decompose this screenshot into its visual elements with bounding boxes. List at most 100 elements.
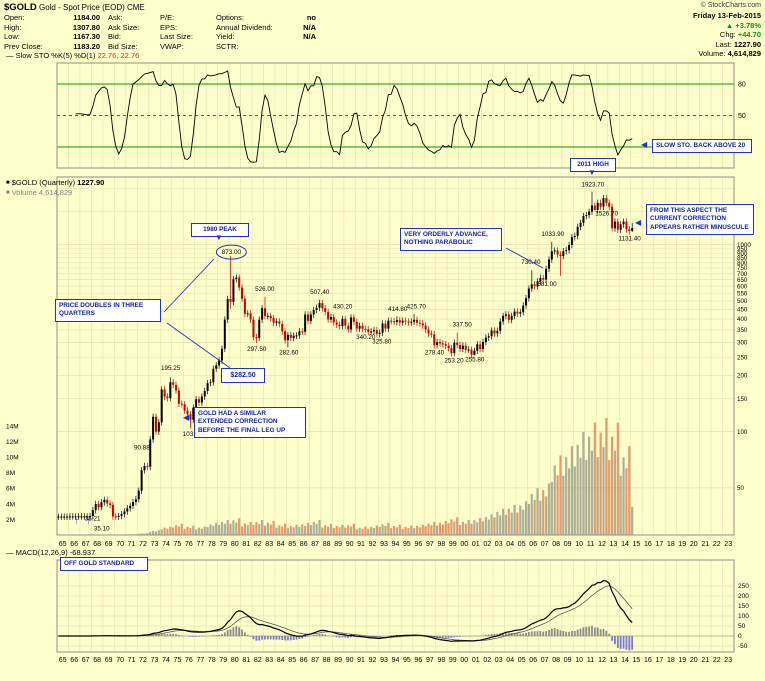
svg-text:16: 16 (644, 541, 652, 548)
quote-row: SCTR: (216, 42, 316, 52)
svg-text:71: 71 (128, 657, 136, 664)
annotation-similar-correction: GOLD HAD A SIMILAR EXTENDED CORRECTION B… (194, 407, 306, 438)
svg-text:01: 01 (472, 541, 480, 548)
svg-text:93: 93 (380, 657, 388, 664)
svg-text:15: 15 (633, 541, 641, 548)
svg-text:71: 71 (128, 541, 136, 548)
candlesticks (57, 191, 634, 520)
bid-size-label: Bid Size: (108, 41, 138, 51)
svg-text:430.20: 430.20 (333, 304, 353, 311)
open-label: Open: (4, 13, 25, 22)
svg-text:88: 88 (323, 657, 331, 664)
macd-legend-value: -68.937 (69, 548, 96, 557)
symbol-description: Gold - Spot Price (EOD) CME (38, 3, 145, 12)
svg-text:82: 82 (254, 541, 262, 548)
yield-value: N/A (303, 32, 316, 41)
svg-text:50: 50 (738, 623, 746, 630)
options-label: Options: (216, 13, 244, 22)
volume-legend-value: 4,614,829 (38, 188, 73, 197)
svg-text:17: 17 (656, 657, 664, 664)
quote-col-ohlc: Open: 1184.00 High: 1307.80 Low: 1167.30 Pr… (4, 13, 100, 51)
macd-legend-label: MACD(12,26,9) (15, 548, 68, 557)
svg-text:79: 79 (219, 541, 227, 548)
eps-label: EPS: (160, 22, 178, 32)
svg-text:90.88: 90.88 (134, 445, 150, 452)
main-legend-value: 1227.90 (77, 178, 105, 187)
svg-text:86: 86 (300, 541, 308, 548)
svg-text:95: 95 (403, 541, 411, 548)
svg-text:01: 01 (472, 657, 480, 664)
last-row: Last: 1227.90 (693, 40, 761, 50)
svg-text:76: 76 (185, 657, 193, 664)
svg-text:337.50: 337.50 (452, 322, 472, 329)
svg-text:98: 98 (438, 657, 446, 664)
svg-text:81: 81 (242, 657, 250, 664)
axis-labels: 8050201000950900850800750700650600550500… (6, 82, 751, 665)
svg-text:03: 03 (495, 657, 503, 664)
svg-text:65: 65 (59, 657, 67, 664)
svg-text:550: 550 (737, 290, 748, 297)
svg-text:14: 14 (621, 657, 629, 664)
svg-text:11: 11 (587, 541, 594, 548)
svg-text:06: 06 (529, 541, 537, 548)
quote-col-fundamentals: P/E: EPS: Last Size: VWAP: (160, 13, 210, 51)
annotation-connector-lines (163, 247, 544, 369)
dividend-value: N/A (303, 22, 316, 32)
svg-text:05: 05 (518, 541, 526, 548)
svg-text:414.80: 414.80 (388, 306, 408, 313)
quote-row: Ask: (108, 13, 156, 23)
svg-text:253.20: 253.20 (444, 358, 464, 365)
stoch-ref-lines (57, 83, 734, 148)
svg-text:00: 00 (460, 541, 468, 548)
options-value: no (306, 13, 316, 22)
svg-text:80: 80 (231, 657, 239, 664)
svg-text:12: 12 (598, 541, 606, 548)
quote-row: Bid: (108, 32, 156, 42)
svg-text:150: 150 (737, 396, 748, 403)
prev-close-value: 1183.20 (73, 41, 100, 51)
stoch-legend-values: 22.76, 22.76 (97, 51, 140, 60)
chart-title: $GOLD Gold - Spot Price (EOD) CME (4, 2, 145, 13)
svg-text:19: 19 (678, 657, 686, 664)
annotation-orderly-advance: VERY ORDERLY ADVANCE, NOTHING PARABOLIC (400, 228, 502, 251)
svg-text:68: 68 (93, 541, 101, 548)
svg-text:730.40: 730.40 (521, 259, 541, 266)
svg-text:97: 97 (426, 541, 434, 548)
quote-row: Annual Dividend: N/A (216, 23, 316, 33)
svg-text:85: 85 (288, 541, 296, 548)
quote-col-options: Options: no Annual Dividend: N/A Yield: N/A… (216, 13, 316, 51)
quote-row: P/E: (160, 13, 210, 23)
svg-text:450: 450 (737, 307, 748, 314)
svg-text:91: 91 (357, 541, 365, 548)
svg-text:700: 700 (737, 271, 748, 278)
last-value: 1227.90 (733, 39, 761, 49)
high-value: 1307.80 (72, 22, 100, 32)
svg-text:14M: 14M (6, 423, 19, 430)
quote-row: Prev Close: 1183.20 (4, 42, 100, 52)
svg-text:03: 03 (495, 541, 503, 548)
svg-text:76: 76 (185, 541, 193, 548)
svg-text:22: 22 (713, 657, 721, 664)
svg-text:87: 87 (311, 541, 319, 548)
svg-text:35.21: 35.21 (85, 515, 101, 522)
svg-text:425.70: 425.70 (407, 304, 427, 311)
svg-text:1131.40: 1131.40 (618, 235, 641, 242)
macd-legend: — MACD(12,26,9) -68.937 (6, 548, 95, 557)
annotation-1980-peak: 1980 PEAK (191, 223, 249, 238)
last-size-label: Last Size: (160, 32, 193, 41)
arrow-up-icon: ↑ (86, 516, 91, 527)
svg-text:278.40: 278.40 (425, 350, 445, 357)
svg-text:69: 69 (105, 541, 113, 548)
svg-text:90: 90 (346, 541, 354, 548)
svg-text:282.60: 282.60 (279, 350, 299, 357)
svg-text:15: 15 (633, 657, 641, 664)
arrow-left-icon: ◀ (183, 413, 190, 422)
quote-row: EPS: (160, 23, 210, 33)
main-legend-label: $GOLD (Quarterly) (11, 178, 76, 187)
svg-text:20: 20 (690, 541, 698, 548)
svg-text:78: 78 (208, 541, 216, 548)
svg-text:4M: 4M (6, 501, 15, 508)
svg-text:78: 78 (208, 657, 216, 664)
svg-text:75: 75 (174, 657, 182, 664)
